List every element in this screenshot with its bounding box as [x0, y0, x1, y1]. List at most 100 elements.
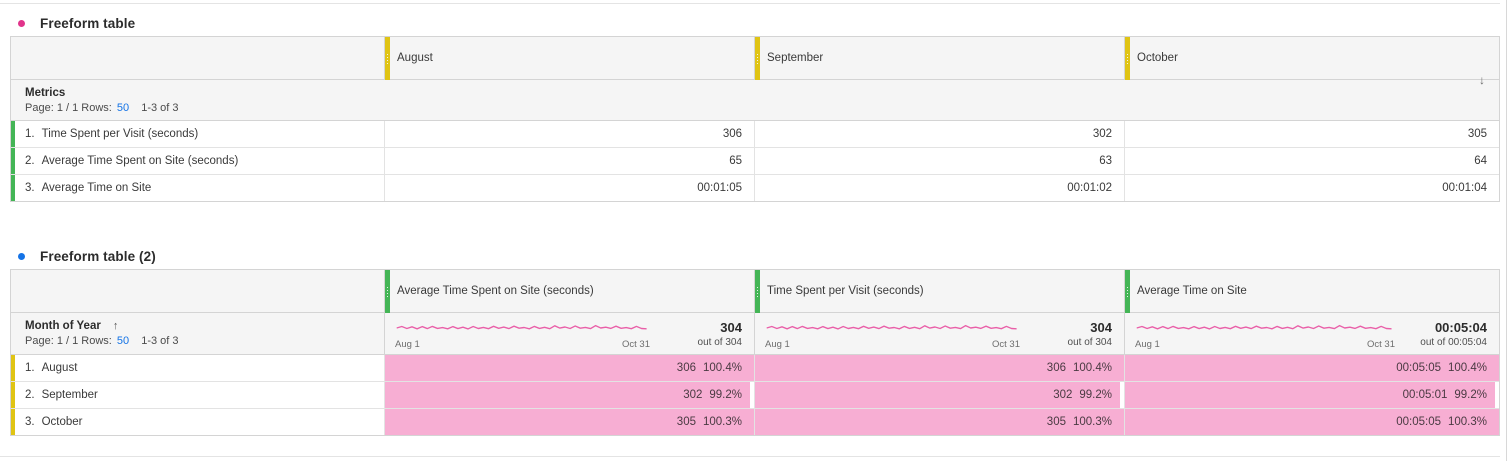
table-1-cell-0-1[interactable]: 302 — [754, 121, 1124, 147]
column-drag-handle-icon[interactable] — [385, 37, 390, 80]
table-1-cell-0-0[interactable]: 306 — [384, 121, 754, 147]
table-2-row-header-title: Month of Year — [25, 320, 101, 332]
table-2-column-average-time-on-site[interactable]: Average Time on Site — [1124, 270, 1499, 313]
table-1-column-october[interactable]: October — [1124, 37, 1499, 80]
table-1-cell-2-2[interactable]: 00:01:04 — [1124, 175, 1499, 201]
table-2-cell-0-2[interactable]: 00:05:05 100.4% — [1124, 355, 1499, 381]
table-1-cell-1-0[interactable]: 65 — [384, 148, 754, 174]
table-row[interactable]: 3. Average Time on Site 00:01:05 00:01:0… — [11, 175, 1499, 202]
column-drag-handle-icon[interactable] — [385, 270, 390, 313]
cell-value: 00:05:05 — [1396, 416, 1441, 428]
table-2-cell-2-2[interactable]: 00:05:05 100.3% — [1124, 409, 1499, 435]
column-drag-handle-icon[interactable] — [1125, 270, 1130, 313]
freeform-table-2: Average Time Spent on Site (seconds) Tim… — [10, 269, 1500, 436]
cell-text-0-2: 00:05:05 100.4% — [1396, 362, 1487, 374]
table-2-cell-2-0[interactable]: 305 100.3% — [384, 409, 754, 435]
table-2-column-avg-time-spent-on-site[interactable]: Average Time Spent on Site (seconds) — [384, 270, 754, 313]
viz-header-1[interactable]: Freeform table — [0, 10, 1500, 36]
cell-percent: 99.2% — [1454, 389, 1487, 401]
sparkline-start-label-0: Aug 1 — [395, 339, 420, 350]
dimension-color-marker-icon — [11, 382, 15, 408]
table-2-column-label-0: Average Time Spent on Site (seconds) — [397, 285, 594, 297]
cell-value: 00:05:01 — [1402, 389, 1448, 401]
table-2-row-label-cell-0[interactable]: 1. August — [11, 355, 384, 381]
table-1-cell-1-1[interactable]: 63 — [754, 148, 1124, 174]
sparkline-container-0[interactable]: Aug 1 Oct 31 — [385, 313, 658, 354]
table-row[interactable]: 2. September 302 99.2% 302 99.2% 00:05:01 9… — [11, 382, 1499, 409]
viz-color-dot-icon — [18, 19, 25, 27]
table-2-cell-1-0[interactable]: 302 99.2% — [384, 382, 754, 408]
column-drag-handle-icon[interactable] — [755, 37, 760, 80]
table-1-row-label-cell-2[interactable]: 3. Average Time on Site — [11, 175, 384, 201]
conditional-format-bar — [755, 382, 1120, 408]
table-2-column-time-spent-per-visit[interactable]: Time Spent per Visit (seconds) — [754, 270, 1124, 313]
table-1-column-august[interactable]: August — [384, 37, 754, 80]
column-summary-total-1: 304 — [1090, 320, 1112, 335]
table-2-summary-cell-0: Aug 1 Oct 31 304 out of 304 — [384, 313, 754, 354]
table-1-cell-2-1[interactable]: 00:01:02 — [754, 175, 1124, 201]
table-1-pagination[interactable]: Page: 1 / 1 Rows: 50 1-3 of 3 — [25, 102, 384, 114]
table-2-cell-1-1[interactable]: 302 99.2% — [754, 382, 1124, 408]
table-2-cell-1-2[interactable]: 00:05:01 99.2% — [1124, 382, 1499, 408]
table-2-row-index-2: 3. — [25, 416, 35, 428]
sparkline-start-label-1: Aug 1 — [765, 339, 790, 350]
table-2-corner-cell — [11, 270, 384, 312]
sparkline-container-1[interactable]: Aug 1 Oct 31 — [755, 313, 1028, 354]
table-2-summary-cell-2: Aug 1 Oct 31 00:05:04 out of 00:05:04 — [1124, 313, 1499, 354]
table-1-row-label-cell-1[interactable]: 2. Average Time Spent on Site (seconds) — [11, 148, 384, 174]
viz-title-2: Freeform table (2) — [40, 248, 156, 264]
conditional-format-bar — [755, 409, 1124, 435]
sort-ascending-icon[interactable]: ↑ — [112, 319, 119, 332]
sparkline-start-label-2: Aug 1 — [1135, 339, 1160, 350]
table-1-column-label-0: August — [397, 52, 433, 64]
cell-text-1-2: 00:05:01 99.2% — [1403, 389, 1487, 401]
cell-text-2-2: 00:05:05 100.3% — [1396, 416, 1487, 428]
cell-value: 306 — [1046, 362, 1066, 374]
sparkline-end-label-1: Oct 31 — [992, 339, 1020, 350]
freeform-table-1: August September October — [10, 36, 1500, 202]
table-2-pagination[interactable]: Page: 1 / 1 Rows: 50 1-3 of 3 — [25, 335, 384, 347]
table-row[interactable]: 1. Time Spent per Visit (seconds) 306 30… — [11, 121, 1499, 148]
cell-percent: 100.3% — [1072, 416, 1112, 428]
table-2-row-label-cell-1[interactable]: 2. September — [11, 382, 384, 408]
table-2-row-header-cell[interactable]: Month of Year ↑ Page: 1 / 1 Rows: 50 1-3… — [11, 313, 384, 353]
column-drag-handle-icon[interactable] — [755, 270, 760, 313]
table-2-rows-value[interactable]: 50 — [116, 335, 130, 347]
cell-percent: 100.4% — [1447, 362, 1487, 374]
viz-header-2[interactable]: Freeform table (2) — [0, 243, 1500, 269]
table-1-row-label-cell-0[interactable]: 1. Time Spent per Visit (seconds) — [11, 121, 384, 147]
table-2-cell-0-0[interactable]: 306 100.4% — [384, 355, 754, 381]
table-1-row-header-title: Metrics — [25, 87, 66, 99]
cell-value: 00:05:05 — [1396, 362, 1441, 374]
table-2-row-label-cell-2[interactable]: 3. October — [11, 409, 384, 435]
table-1-column-september[interactable]: September — [754, 37, 1124, 80]
table-1-cell-2-0[interactable]: 00:01:05 — [384, 175, 754, 201]
cell-percent: 100.3% — [1447, 416, 1487, 428]
dimension-color-marker-icon — [11, 409, 15, 435]
table-1-page-value: 1 / 1 — [56, 102, 79, 114]
table-1-rows-value[interactable]: 50 — [116, 102, 130, 114]
table-row[interactable]: 1. August 306 100.4% 306 100.4% 00:05:05 10… — [11, 355, 1499, 382]
table-1-cell-0-2[interactable]: 305 — [1124, 121, 1499, 147]
table-1-row-label-2: Average Time on Site — [41, 182, 152, 194]
table-2-row-index-0: 1. — [25, 362, 35, 374]
table-2-column-label-1: Time Spent per Visit (seconds) — [767, 285, 924, 297]
table-1-row-index-2: 3. — [25, 182, 35, 194]
column-drag-handle-icon[interactable] — [1125, 37, 1130, 80]
table-2-row-label-0: August — [41, 362, 78, 374]
sparkline-container-2[interactable]: Aug 1 Oct 31 — [1125, 313, 1403, 354]
sparkline-chart-icon — [766, 324, 1017, 330]
table-row[interactable]: 2. Average Time Spent on Site (seconds) … — [11, 148, 1499, 175]
table-2-cell-2-1[interactable]: 305 100.3% — [754, 409, 1124, 435]
column-summary-of-0: out of 304 — [697, 336, 742, 348]
table-2-cell-0-1[interactable]: 306 100.4% — [754, 355, 1124, 381]
viz-color-dot-icon — [18, 252, 25, 260]
table-2-row-label-1: September — [41, 389, 98, 401]
cell-text-0-0: 306 100.4% — [677, 362, 742, 374]
sparkline-axis-1: Aug 1 Oct 31 — [765, 339, 1020, 350]
table-row[interactable]: 3. October 305 100.3% 305 100.3% 00:05:05 1… — [11, 409, 1499, 436]
table-1-row-header-cell[interactable]: Metrics Page: 1 / 1 Rows: 50 1-3 of 3 — [11, 80, 384, 120]
metric-color-marker-icon — [11, 175, 15, 201]
table-1-cell-1-2[interactable]: 64 — [1124, 148, 1499, 174]
metric-color-marker-icon — [11, 121, 15, 147]
